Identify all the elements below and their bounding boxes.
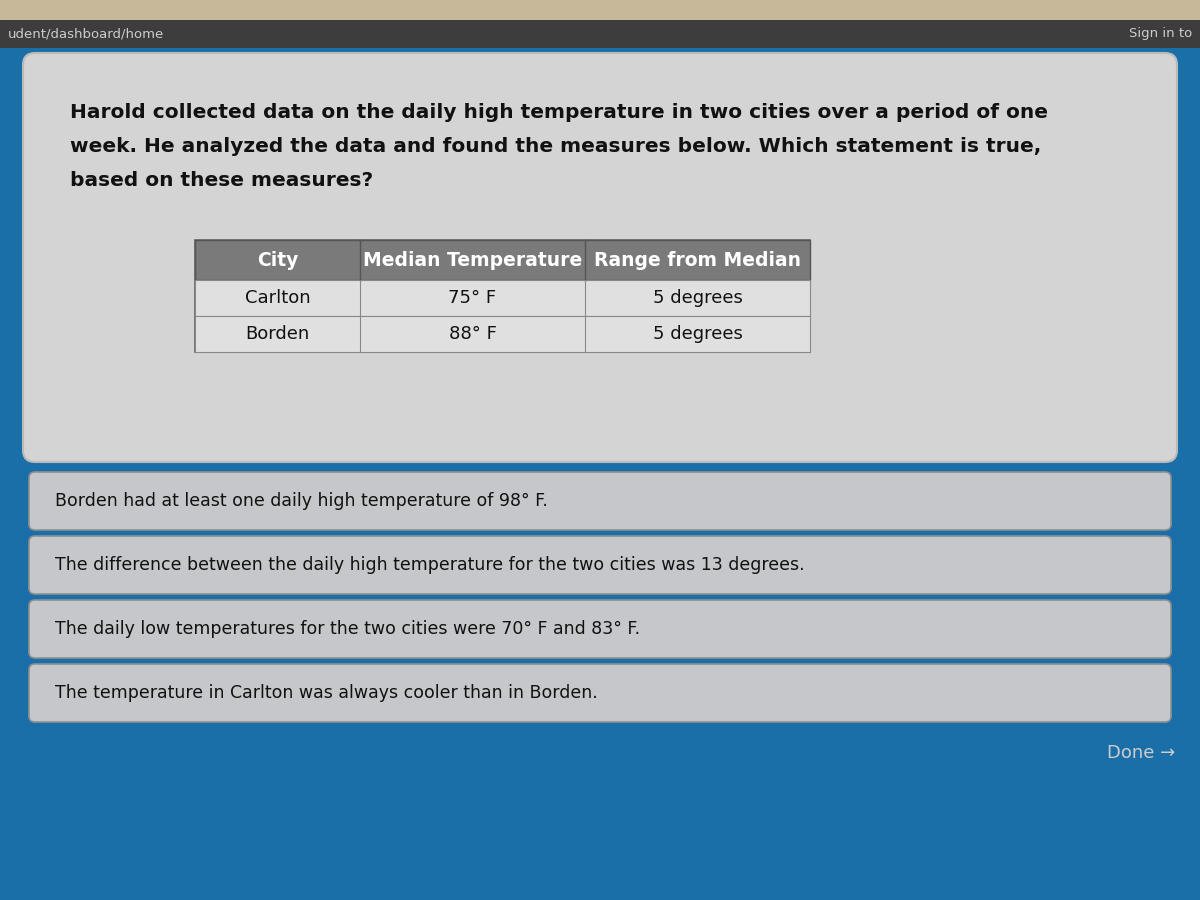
Bar <box>0 20 1200 48</box>
Text: Done →: Done → <box>1106 744 1175 762</box>
Text: Borden had at least one daily high temperature of 98° F.: Borden had at least one daily high tempe… <box>55 492 548 510</box>
Text: Carlton: Carlton <box>245 289 311 307</box>
FancyBboxPatch shape <box>23 53 1177 462</box>
Text: 5 degrees: 5 degrees <box>653 289 743 307</box>
Text: Borden: Borden <box>245 325 310 343</box>
Text: 5 degrees: 5 degrees <box>653 325 743 343</box>
Text: Sign in to: Sign in to <box>1129 28 1192 40</box>
Text: The temperature in Carlton was always cooler than in Borden.: The temperature in Carlton was always co… <box>55 684 598 702</box>
Text: The daily low temperatures for the two cities were 70° F and 83° F.: The daily low temperatures for the two c… <box>55 620 640 638</box>
Bar <box>0 0 1200 20</box>
FancyBboxPatch shape <box>29 472 1171 530</box>
Bar <box>194 240 810 352</box>
Text: udent/dashboard/home: udent/dashboard/home <box>8 28 164 40</box>
Text: based on these measures?: based on these measures? <box>70 171 373 190</box>
Bar <box>194 240 810 280</box>
Bar <box>194 316 810 352</box>
Text: City: City <box>257 250 298 269</box>
FancyBboxPatch shape <box>29 664 1171 722</box>
Text: The difference between the daily high temperature for the two cities was 13 degr: The difference between the daily high te… <box>55 556 805 574</box>
FancyBboxPatch shape <box>29 536 1171 594</box>
Text: Range from Median: Range from Median <box>594 250 802 269</box>
Text: Harold collected data on the daily high temperature in two cities over a period : Harold collected data on the daily high … <box>70 103 1048 122</box>
Text: 75° F: 75° F <box>449 289 497 307</box>
Text: Median Temperature: Median Temperature <box>362 250 582 269</box>
Bar <box>194 280 810 316</box>
Text: week. He analyzed the data and found the measures below. Which statement is true: week. He analyzed the data and found the… <box>70 137 1042 156</box>
Text: 88° F: 88° F <box>449 325 497 343</box>
FancyBboxPatch shape <box>29 600 1171 658</box>
